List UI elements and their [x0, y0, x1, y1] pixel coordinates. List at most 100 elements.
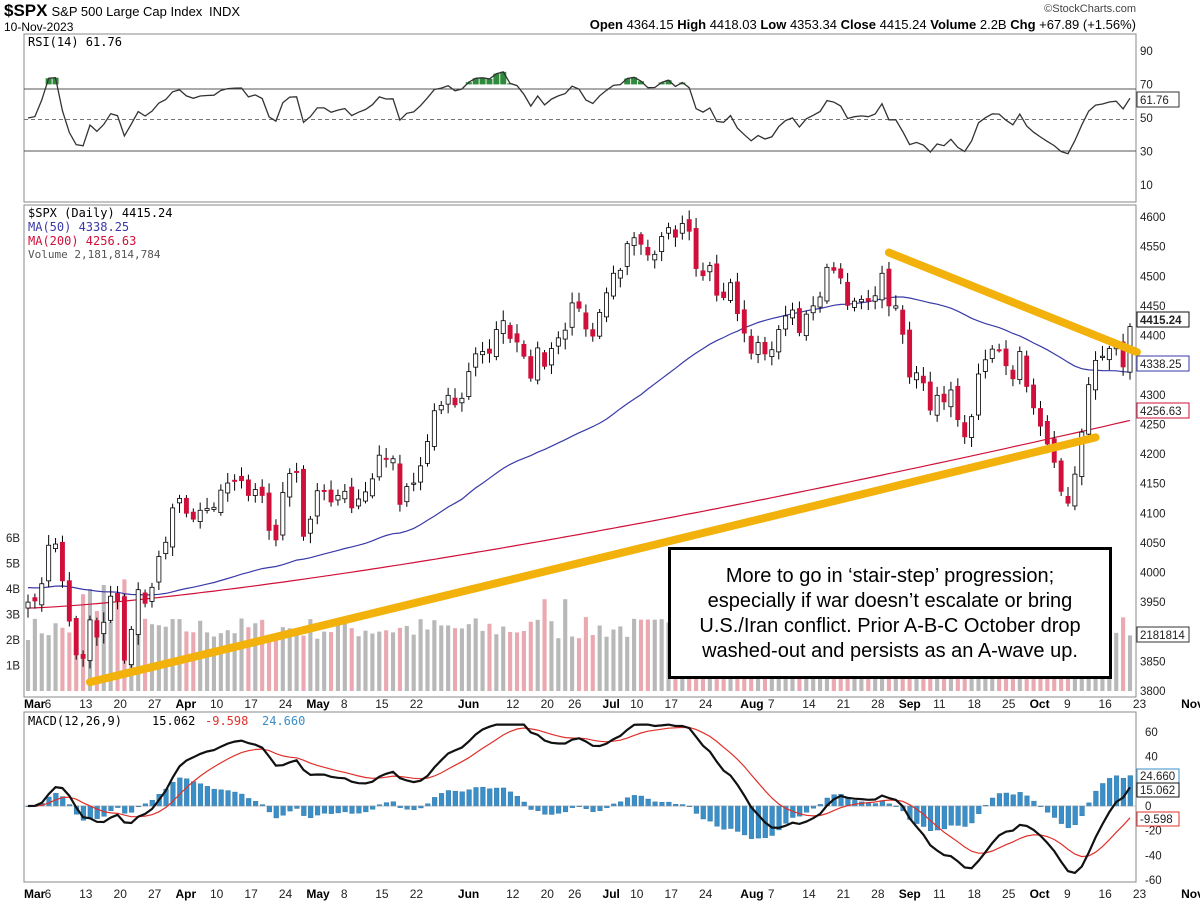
volume-bar: [590, 634, 595, 691]
macd-hist-bar: [363, 805, 369, 813]
x-axis-label-price: 14: [802, 697, 816, 711]
macd-hist-bar: [349, 805, 355, 814]
price-tick-label: 4050: [1140, 538, 1166, 550]
macd-hist-bar: [590, 805, 596, 812]
volume-bar: [136, 628, 141, 691]
candle-body: [335, 495, 341, 501]
candle-body: [996, 349, 1002, 352]
candle-body: [728, 282, 733, 301]
candle-body: [383, 457, 389, 460]
macd-y-axis: 6040200-20-40-60: [1145, 727, 1162, 887]
macd-value-tag: 15.062: [1140, 785, 1175, 797]
x-axis-label-price: 17: [244, 697, 258, 711]
candle-body: [679, 223, 685, 234]
candle-body: [25, 601, 31, 609]
macd-hist-bar: [611, 803, 617, 807]
x-axis-label-macd: 24: [279, 887, 293, 901]
ma200-legend: MA(200) 4256.63: [28, 234, 136, 248]
rsi-overbought-segment: [500, 71, 507, 85]
price-tick-label: 4600: [1140, 212, 1166, 224]
volume-bar: [411, 634, 416, 691]
x-axis-label-macd: 15: [375, 887, 389, 901]
open-label: Open: [589, 17, 623, 32]
macd-hist-bar: [356, 805, 362, 814]
price-tick-label: 3800: [1140, 686, 1166, 698]
candle-body: [349, 486, 355, 509]
volume-bar: [473, 618, 478, 691]
rsi-overbought-segment: [665, 80, 672, 85]
macd-hist-bar: [1079, 805, 1085, 817]
volume-bar: [246, 627, 251, 691]
ma50-tag: 4338.25: [1140, 359, 1182, 371]
candle-body: [149, 586, 155, 602]
macd-tick-label: -40: [1145, 850, 1162, 862]
volume-bar: [156, 625, 161, 691]
candle-body: [666, 227, 671, 234]
candle-body: [900, 309, 906, 335]
volume-bar: [556, 638, 561, 691]
macd-hist-bar: [1051, 805, 1058, 818]
macd-hist-bar: [996, 793, 1002, 807]
macd-hist-bar: [1024, 795, 1030, 807]
macd-hist-bar: [287, 805, 293, 812]
x-axis-label-price: 20: [541, 697, 555, 711]
price-tick-label: 4000: [1140, 568, 1166, 580]
candle-body: [445, 394, 451, 405]
price-tick-label: 4100: [1140, 508, 1166, 520]
candle-body: [583, 312, 589, 330]
candle-body: [982, 359, 988, 372]
macd-hist-bar: [1107, 778, 1113, 807]
x-axis-label-macd: 25: [1002, 887, 1016, 901]
macd-hist-bar: [411, 805, 417, 811]
x-axis-label-macd: 23: [1133, 887, 1147, 901]
x-axis-label-price: 10: [210, 697, 224, 711]
volume-bar: [287, 628, 292, 691]
rsi-overbought-segment: [479, 77, 486, 85]
candle-body: [190, 511, 196, 520]
rsi-line: [27, 71, 1131, 155]
macd-line: [27, 723, 1131, 875]
x-axis-label-price: Nov: [1181, 697, 1200, 711]
macd-hist-bar: [666, 801, 672, 807]
x-axis-label-price: 15: [375, 697, 389, 711]
candle-body: [46, 544, 52, 582]
x-axis-label-macd: 16: [1098, 887, 1112, 901]
rsi-value-tag-box: [1136, 91, 1180, 108]
macd-hist-bar: [542, 805, 548, 815]
x-axis-label-price: 11: [933, 697, 946, 711]
candle-body: [907, 329, 913, 378]
rsi-tick-label: 30: [1140, 147, 1153, 159]
candle-body: [1093, 359, 1099, 391]
volume-bar: [625, 636, 630, 691]
macd-hist-bar: [535, 805, 541, 811]
x-axis-label-price: 27: [148, 697, 162, 711]
macd-hist-bar: [618, 801, 624, 807]
x-axis-label-macd: 10: [210, 887, 224, 901]
volume-bar: [301, 635, 306, 691]
macd-hist-bar: [804, 805, 810, 813]
x-axis-label-macd: May: [306, 887, 330, 901]
rsi-overbought-segment: [624, 78, 631, 85]
macd-hist-bar: [556, 805, 562, 814]
candle-body: [769, 349, 775, 357]
volume-bar: [418, 619, 423, 691]
macd-hist-bar: [514, 796, 520, 807]
candle-body: [617, 269, 623, 279]
candle-body: [94, 620, 100, 638]
macd-hist-bar: [1003, 792, 1009, 807]
candle-body: [1106, 348, 1112, 361]
volume-bar: [618, 626, 623, 691]
volume-bar: [253, 623, 258, 691]
price-tick-label: 4400: [1140, 331, 1166, 343]
candle-body: [259, 486, 265, 496]
candle-body: [369, 478, 375, 497]
macd-panel-frame: [23, 711, 1137, 883]
macd-hist-bar: [87, 805, 93, 819]
volume-tick-label: 4B: [6, 584, 20, 596]
candle-body: [741, 309, 747, 334]
x-axis-label-price: Sep: [899, 697, 921, 711]
x-axis-label-macd: 9: [1064, 887, 1071, 901]
candle-body: [555, 337, 561, 347]
volume-tag: 2181814: [1140, 630, 1185, 642]
